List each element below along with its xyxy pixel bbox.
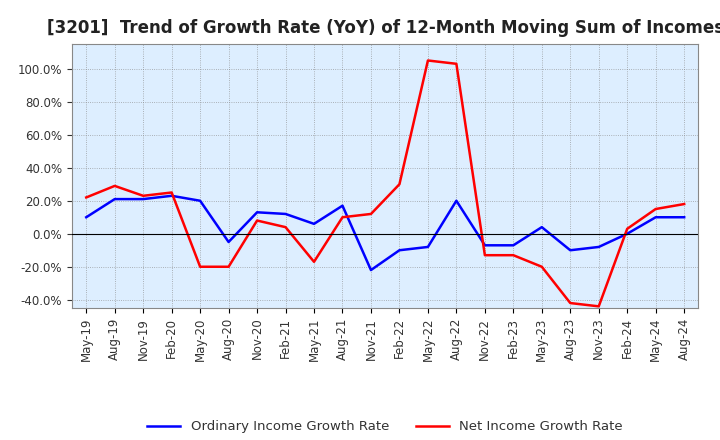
Net Income Growth Rate [253,218,261,223]
Net Income Growth Rate [509,253,518,258]
Net Income Growth Rate [196,264,204,269]
Ordinary Income Growth Rate [680,215,688,220]
Ordinary Income Growth Rate [82,215,91,220]
Net Income Growth Rate [595,304,603,309]
Net Income Growth Rate [480,253,489,258]
Ordinary Income Growth Rate [282,211,290,216]
Net Income Growth Rate [225,264,233,269]
Net Income Growth Rate [452,61,461,66]
Ordinary Income Growth Rate [110,196,119,202]
Net Income Growth Rate [110,183,119,188]
Ordinary Income Growth Rate [139,196,148,202]
Net Income Growth Rate [366,211,375,216]
Ordinary Income Growth Rate [423,244,432,249]
Ordinary Income Growth Rate [566,248,575,253]
Net Income Growth Rate [623,226,631,231]
Net Income Growth Rate [338,215,347,220]
Net Income Growth Rate [282,224,290,230]
Ordinary Income Growth Rate [623,231,631,236]
Ordinary Income Growth Rate [253,210,261,215]
Net Income Growth Rate [82,195,91,200]
Net Income Growth Rate [652,206,660,212]
Net Income Growth Rate [680,202,688,207]
Ordinary Income Growth Rate [225,239,233,245]
Net Income Growth Rate [566,301,575,306]
Ordinary Income Growth Rate [395,248,404,253]
Net Income Growth Rate [537,264,546,269]
Ordinary Income Growth Rate [310,221,318,227]
Ordinary Income Growth Rate [452,198,461,203]
Net Income Growth Rate [395,182,404,187]
Net Income Growth Rate [139,193,148,198]
Ordinary Income Growth Rate [509,243,518,248]
Ordinary Income Growth Rate [537,224,546,230]
Ordinary Income Growth Rate [338,203,347,209]
Net Income Growth Rate [310,259,318,264]
Net Income Growth Rate [167,190,176,195]
Ordinary Income Growth Rate [480,243,489,248]
Ordinary Income Growth Rate [595,244,603,249]
Title: [3201]  Trend of Growth Rate (YoY) of 12-Month Moving Sum of Incomes: [3201] Trend of Growth Rate (YoY) of 12-… [47,19,720,37]
Line: Ordinary Income Growth Rate: Ordinary Income Growth Rate [86,196,684,270]
Ordinary Income Growth Rate [196,198,204,203]
Ordinary Income Growth Rate [366,268,375,273]
Line: Net Income Growth Rate: Net Income Growth Rate [86,61,684,306]
Ordinary Income Growth Rate [652,215,660,220]
Legend: Ordinary Income Growth Rate, Net Income Growth Rate: Ordinary Income Growth Rate, Net Income … [142,415,629,439]
Net Income Growth Rate [423,58,432,63]
Ordinary Income Growth Rate [167,193,176,198]
